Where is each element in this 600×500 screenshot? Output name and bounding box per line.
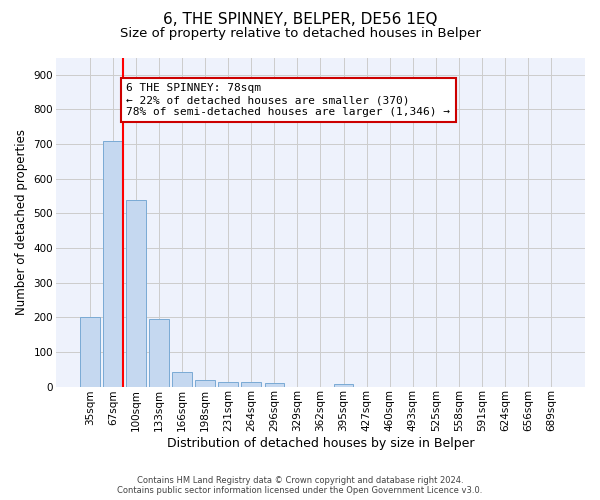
Bar <box>172 372 192 386</box>
Text: 6 THE SPINNEY: 78sqm
← 22% of detached houses are smaller (370)
78% of semi-deta: 6 THE SPINNEY: 78sqm ← 22% of detached h… <box>126 84 450 116</box>
Bar <box>334 384 353 386</box>
Text: Size of property relative to detached houses in Belper: Size of property relative to detached ho… <box>119 28 481 40</box>
Bar <box>149 319 169 386</box>
Bar <box>196 380 215 386</box>
Text: 6, THE SPINNEY, BELPER, DE56 1EQ: 6, THE SPINNEY, BELPER, DE56 1EQ <box>163 12 437 28</box>
Bar <box>218 382 238 386</box>
Text: Contains HM Land Registry data © Crown copyright and database right 2024.
Contai: Contains HM Land Registry data © Crown c… <box>118 476 482 495</box>
Bar <box>103 140 122 386</box>
Bar <box>265 383 284 386</box>
Bar <box>241 382 261 386</box>
Y-axis label: Number of detached properties: Number of detached properties <box>15 129 28 315</box>
Bar <box>80 318 100 386</box>
X-axis label: Distribution of detached houses by size in Belper: Distribution of detached houses by size … <box>167 437 474 450</box>
Bar <box>126 200 146 386</box>
